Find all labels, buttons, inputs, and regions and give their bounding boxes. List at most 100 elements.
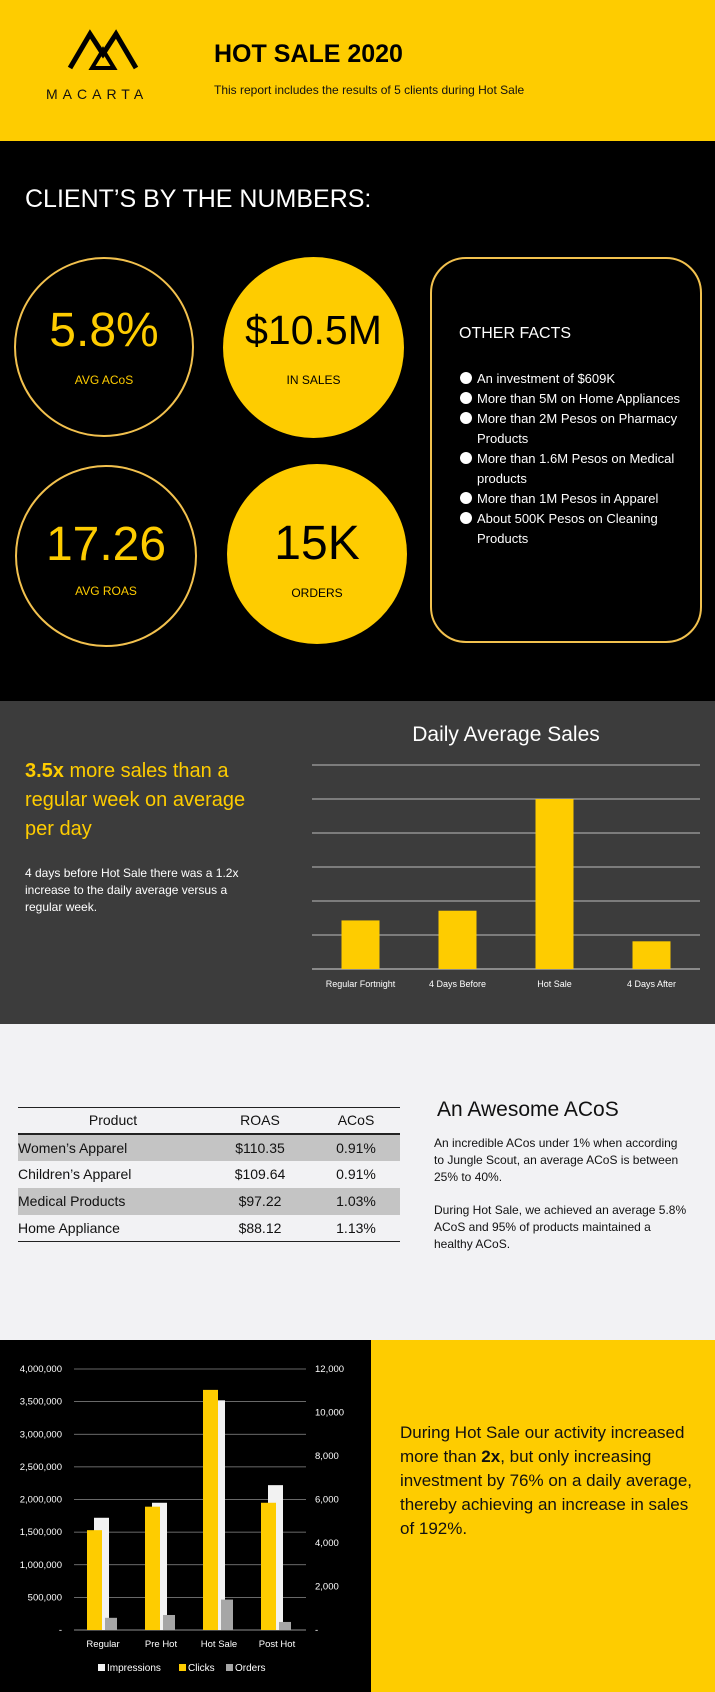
y-right-tick-label: 6,000 (315, 1495, 339, 1506)
product-cell: Home Appliance (18, 1214, 208, 1242)
sales-headline: 3.5x more sales than a regular week on a… (25, 757, 275, 844)
x-tick-label: Hot Sale (537, 979, 572, 989)
daily-chart-title: Daily Average Sales (412, 723, 600, 746)
table-row: Children’s Apparel $109.64 0.91% (18, 1161, 400, 1188)
summary-multiplier: 2x (481, 1447, 501, 1466)
legend-label: Orders (235, 1663, 266, 1674)
table-row: Women’s Apparel $110.35 0.91% (18, 1133, 400, 1161)
activity-chart-panel: - 500,000 1,000,000 1,500,000 2,000,000 2,500… (0, 1340, 371, 1692)
roas-cell: $88.12 (208, 1214, 312, 1242)
fact-item: About 500K Pesos on Cleaning Products (459, 509, 695, 549)
acos-cell: 0.91% (336, 1166, 376, 1182)
y-left-tick-label: 3,500,000 (20, 1397, 62, 1408)
x-tick-label: Regular Fortnight (326, 979, 396, 989)
macarta-logo-icon (67, 29, 139, 70)
product-table: Product ROAS ACoS Women’s Apparel $110.3… (18, 1107, 400, 1242)
daily-sales-chart: Regular Fortnight 4 Days Before Hot Sale 4 … (312, 764, 700, 989)
clicks-bar (203, 1389, 218, 1630)
acos-cell: 1.13% (312, 1214, 400, 1242)
orders-bar (105, 1617, 117, 1630)
headline-multiplier: 3.5x (25, 760, 64, 782)
legend-swatch (98, 1664, 105, 1671)
y-right-tick-label: - (315, 1625, 318, 1636)
acos-stat-circle: 5.8% AVG ACoS (14, 257, 194, 437)
stat-label: IN SALES (286, 373, 341, 387)
legend-label: Impressions (107, 1663, 161, 1674)
orders-bar (279, 1621, 291, 1630)
table-row: Medical Products $97.22 1.03% (18, 1187, 400, 1215)
y-left-tick-label: 2,000,000 (20, 1495, 62, 1506)
legend-swatch (226, 1664, 233, 1671)
activity-summary-panel: During Hot Sale our activity increased m… (371, 1340, 715, 1692)
x-tick-label: Pre Hot (145, 1639, 178, 1650)
sales-body: 4 days before Hot Sale there was a 1.2x … (25, 866, 239, 914)
y-left-tick-label: 4,000,000 (20, 1364, 62, 1375)
stat-value: 15K (274, 517, 360, 570)
roas-cell: $97.22 (208, 1187, 312, 1215)
product-cell: Medical Products (18, 1187, 208, 1215)
y-left-tick-label: 500,000 (28, 1592, 62, 1603)
column-header: ACoS (312, 1107, 400, 1135)
x-tick-label: Regular (86, 1639, 119, 1650)
legend-label: Clicks (188, 1663, 215, 1674)
y-left-tick-label: 1,500,000 (20, 1527, 62, 1538)
page-title: HOT SALE 2020 (214, 40, 403, 68)
table-row: Home Appliance $88.12 1.13% (18, 1214, 400, 1242)
logo-text: MACARTA (46, 86, 149, 102)
y-left-tick-label: 1,000,000 (20, 1560, 62, 1571)
report-header: MACARTA HOT SALE 2020 This report includ… (0, 0, 715, 141)
activity-summary-text: During Hot Sale our activity increased m… (400, 1421, 700, 1541)
acos-title: An Awesome ACoS (437, 1098, 619, 1121)
numbers-heading: CLIENT’S BY THE NUMBERS: (25, 185, 372, 213)
orders-bar (221, 1599, 233, 1630)
other-facts-title: OTHER FACTS (459, 325, 572, 342)
acos-cell: 0.91% (312, 1133, 400, 1161)
acos-paragraph-1: An incredible ACos under 1% when accordi… (434, 1136, 679, 1184)
acos-section: Product ROAS ACoS Women’s Apparel $110.3… (0, 1024, 715, 1340)
roas-stat-circle: 17.26 AVG ROAS (15, 465, 197, 647)
fact-item: More than 1.6M Pesos on Medical products (459, 449, 695, 489)
orders-stat-circle: 15K ORDERS (227, 464, 407, 644)
product-cell: Children’s Apparel (18, 1166, 132, 1182)
y-left-tick-label: - (59, 1625, 62, 1636)
stat-label: ORDERS (291, 586, 343, 600)
y-right-tick-label: 8,000 (315, 1451, 339, 1462)
fact-item: More than 5M on Home Appliances (459, 389, 695, 409)
summary-text-end: , but only increasing investment by 76% … (400, 1447, 693, 1538)
clicks-bar (261, 1502, 276, 1630)
stat-value: 5.8% (49, 304, 159, 357)
y-right-tick-label: 4,000 (315, 1538, 339, 1549)
facts-list: An investment of $609K More than 5M on H… (459, 369, 695, 549)
y-right-tick-label: 10,000 (315, 1408, 344, 1419)
sales-stat-circle: $10.5M IN SALES (223, 257, 404, 438)
x-tick-label: Hot Sale (201, 1639, 237, 1650)
stat-label: AVG ROAS (75, 584, 137, 598)
numbers-section: CLIENT’S BY THE NUMBERS: 5.8% AVG ACoS $… (0, 141, 715, 701)
x-tick-label: 4 Days After (627, 979, 676, 989)
stat-value: $10.5M (245, 307, 382, 353)
y-left-tick-label: 3,000,000 (20, 1429, 62, 1440)
roas-cell: $110.35 (208, 1133, 312, 1161)
y-left-tick-label: 2,500,000 (20, 1462, 62, 1473)
daily-sales-bar (535, 799, 574, 969)
fact-item: More than 1M Pesos in Apparel (459, 489, 695, 509)
activity-chart: - 500,000 1,000,000 1,500,000 2,000,000 2,500… (20, 1364, 344, 1674)
clicks-bar (87, 1530, 102, 1630)
clicks-bar (145, 1506, 160, 1630)
fact-item: An investment of $609K (459, 369, 695, 389)
column-header: Product (18, 1107, 208, 1135)
column-header: ROAS (208, 1107, 312, 1135)
fact-item: More than 2M Pesos on Pharmacy Products (459, 409, 695, 449)
acos-cell: 1.03% (312, 1187, 400, 1215)
acos-paragraph-2: During Hot Sale, we achieved an average … (434, 1203, 687, 1251)
activity-section: - 500,000 1,000,000 1,500,000 2,000,000 2,500… (0, 1340, 715, 1692)
daily-sales-section: 3.5x more sales than a regular week on a… (0, 701, 715, 1024)
daily-sales-bar (632, 941, 671, 969)
roas-cell: $109.64 (234, 1166, 286, 1182)
y-right-tick-label: 12,000 (315, 1364, 344, 1375)
x-tick-label: 4 Days Before (429, 979, 486, 989)
table-header-row: Product ROAS ACoS (18, 1107, 400, 1135)
orders-bar (163, 1614, 175, 1630)
other-facts-panel: OTHER FACTS An investment of $609K More … (430, 257, 702, 643)
summary-text-start: During Hot Sale our activity increased m… (400, 1423, 685, 1466)
